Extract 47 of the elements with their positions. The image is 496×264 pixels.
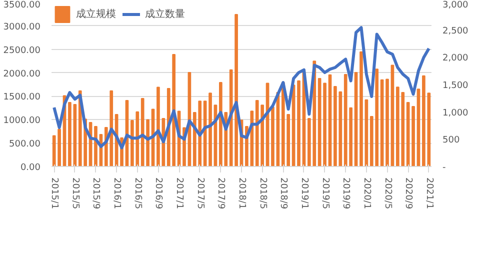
y-tick-label: 500.00 — [9, 140, 41, 150]
bar — [360, 51, 363, 166]
x-tick-label: 2016/5 — [132, 178, 142, 210]
x-tick-label: 2017/1 — [174, 178, 184, 210]
x-tick-label: 2021/1 — [424, 178, 434, 210]
x-tick-label: 2018/9 — [278, 178, 288, 210]
x-tick-label: 2016/1 — [112, 178, 122, 210]
legend-label: 成立规模 — [76, 8, 116, 21]
x-tick-label: 2018/1 — [236, 178, 246, 210]
bar — [412, 106, 415, 166]
bar — [271, 106, 274, 166]
y-tick-label: 1000.00 — [3, 116, 41, 126]
x-tick-label: 2019/5 — [320, 178, 330, 210]
bar — [297, 80, 300, 166]
y-tick-label: 3000.00 — [3, 22, 41, 32]
y2-tick-label: - — [442, 163, 446, 173]
bar — [354, 72, 358, 166]
y-tick-label: 3500.00 — [3, 0, 41, 10]
bar — [208, 92, 212, 166]
x-tick-label: 2019/1 — [298, 178, 309, 210]
x-tick-label: 2017/5 — [194, 178, 205, 210]
x-tick-label: 2018/5 — [257, 178, 268, 210]
x-tick-label: 2016/9 — [153, 178, 164, 210]
x-tick-label: 2020/9 — [403, 178, 414, 210]
bar — [390, 64, 394, 166]
bar — [386, 78, 389, 166]
legend-label: 成立数量 — [145, 8, 185, 21]
y2-tick-label: 2,000 — [442, 54, 469, 64]
y-tick-label: 1500.00 — [3, 92, 41, 103]
bar — [416, 88, 420, 166]
y2-tick-label: 1,000 — [442, 108, 469, 118]
y2-tick-label: 3,000 — [442, 0, 469, 10]
y-tick-label: 0.00 — [20, 163, 41, 173]
x-tick-label: 2020/1 — [361, 178, 372, 210]
x-tick-label: 2017/9 — [216, 178, 226, 210]
x-tick-label: 2015/9 — [90, 178, 101, 210]
y2-tick-label: 2,500 — [442, 26, 469, 36]
y-tick-label: 2500.00 — [3, 46, 41, 56]
x-tick-label: 2019/9 — [340, 178, 351, 210]
x-tick-label: 2015/5 — [70, 178, 80, 210]
y2-tick-label: 500 — [442, 136, 460, 146]
y-tick-label: 2000.00 — [3, 69, 41, 80]
x-tick-label: 2015/1 — [49, 178, 60, 210]
line-series — [52, 26, 430, 150]
y2-tick-label: 1,500 — [442, 81, 469, 91]
x-tick-label: 2020/5 — [382, 178, 392, 210]
bar — [68, 102, 72, 166]
